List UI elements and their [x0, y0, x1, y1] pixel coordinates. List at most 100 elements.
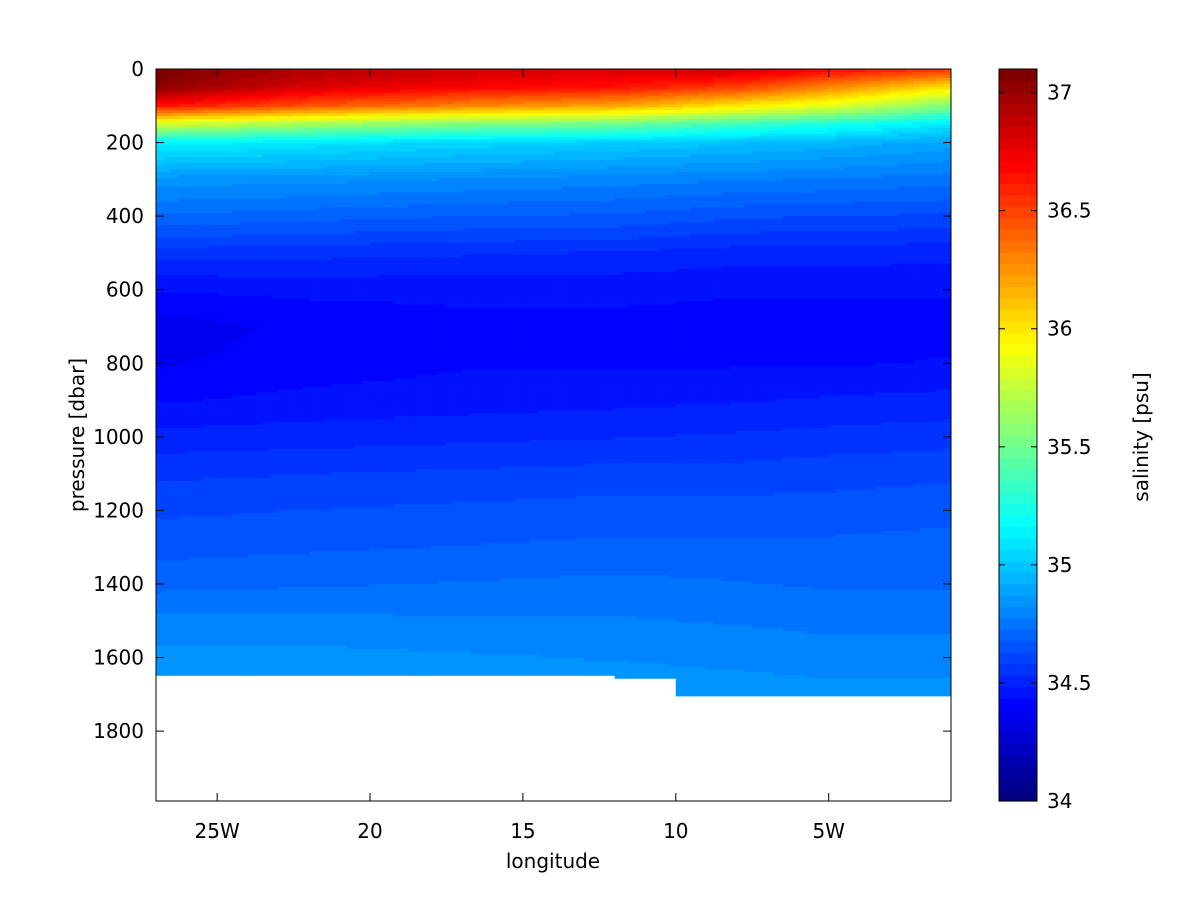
salinity-cell: [186, 657, 195, 662]
salinity-cell: [186, 121, 195, 126]
salinity-cell: [156, 204, 165, 208]
salinity-cell: [186, 536, 195, 541]
salinity-cell: [186, 392, 195, 397]
salinity-cell: [171, 669, 180, 673]
salinity-cell: [163, 545, 172, 550]
salinity-cell: [178, 528, 188, 532]
salinity-cell: [171, 569, 180, 573]
salinity-cell: [171, 307, 180, 311]
salinity-cell: [171, 407, 180, 411]
salinity-cell: [163, 598, 172, 603]
salinity-cell: [201, 98, 211, 102]
salinity-cell: [171, 160, 180, 164]
salinity-cell: [186, 589, 195, 594]
salinity-cell: [163, 166, 172, 170]
salinity-cell: [186, 339, 195, 344]
salinity-cell: [186, 578, 195, 582]
salinity-cell: [194, 292, 203, 297]
salinity-cell: [163, 531, 172, 535]
salinity-cell: [171, 616, 180, 620]
salinity-cell: [171, 531, 180, 535]
salinity-cell: [194, 277, 203, 282]
salinity-cell: [178, 516, 188, 520]
salinity-cell: [194, 113, 203, 117]
salinity-cell: [186, 289, 195, 294]
salinity-cell: [194, 383, 203, 388]
salinity-cell: [163, 495, 172, 500]
salinity-cell: [285, 672, 295, 676]
salinity-cell: [186, 330, 195, 335]
salinity-cell: [171, 448, 180, 453]
salinity-cell: [163, 136, 172, 141]
salinity-cell: [156, 478, 165, 482]
salinity-cell: [186, 592, 195, 597]
salinity-cell: [171, 251, 180, 255]
salinity-cell: [156, 192, 165, 197]
salinity-cell: [178, 522, 188, 526]
salinity-cell: [156, 545, 165, 550]
salinity-cell: [178, 439, 188, 444]
salinity-cell: [163, 127, 172, 132]
salinity-cell: [156, 289, 165, 294]
salinity-cell: [194, 145, 203, 150]
salinity-cell: [186, 507, 195, 511]
salinity-cell: [186, 260, 195, 264]
salinity-cell: [186, 180, 195, 185]
salinity-cell: [186, 113, 195, 117]
salinity-cell: [156, 195, 165, 200]
salinity-cell: [194, 171, 203, 176]
salinity-cell: [156, 489, 165, 494]
salinity-cell: [186, 572, 195, 576]
salinity-cell: [186, 398, 195, 403]
salinity-cell: [163, 295, 172, 300]
salinity-cell: [156, 480, 165, 485]
salinity-cell: [163, 283, 172, 288]
salinity-cell: [194, 442, 203, 447]
salinity-cell: [186, 169, 195, 173]
salinity-cell: [186, 648, 195, 653]
salinity-cell: [156, 486, 165, 491]
salinity-cell: [171, 463, 180, 467]
salinity-cell: [163, 569, 172, 573]
salinity-cell: [171, 645, 180, 650]
salinity-cell: [156, 439, 165, 444]
salinity-cell: [171, 330, 180, 335]
salinity-cell: [194, 224, 203, 229]
salinity-cell: [194, 469, 203, 473]
salinity-cell: [156, 110, 165, 114]
salinity-cell: [156, 475, 165, 479]
salinity-cell: [186, 363, 195, 367]
salinity-cell: [163, 442, 172, 447]
salinity-cell: [163, 478, 172, 482]
salinity-cell: [156, 313, 165, 317]
salinity-cell: [156, 492, 165, 497]
salinity-cell: [171, 95, 180, 100]
salinity-cell: [194, 377, 203, 382]
salinity-cell: [186, 107, 195, 111]
salinity-cell: [171, 528, 180, 532]
salinity-cell: [163, 513, 172, 517]
salinity-cell: [163, 657, 172, 662]
salinity-cell: [331, 672, 341, 676]
salinity-cell: [171, 639, 180, 644]
salinity-cell: [178, 160, 188, 164]
salinity-cell: [194, 660, 203, 665]
salinity-cell: [194, 336, 203, 341]
salinity-cell: [171, 216, 180, 220]
salinity-cell: [186, 139, 195, 144]
salinity-cell: [194, 233, 203, 238]
salinity-cell: [194, 69, 203, 73]
salinity-cell: [186, 204, 195, 208]
salinity-cell: [163, 195, 172, 200]
salinity-cell: [178, 280, 188, 285]
salinity-cell: [194, 210, 203, 214]
salinity-cell: [178, 472, 188, 476]
salinity-cell: [156, 160, 165, 164]
salinity-cell: [178, 139, 188, 144]
salinity-cell: [156, 377, 165, 382]
salinity-cell: [156, 133, 165, 138]
salinity-cell: [156, 466, 165, 470]
salinity-cell: [171, 327, 180, 332]
salinity-cell: [163, 257, 172, 261]
